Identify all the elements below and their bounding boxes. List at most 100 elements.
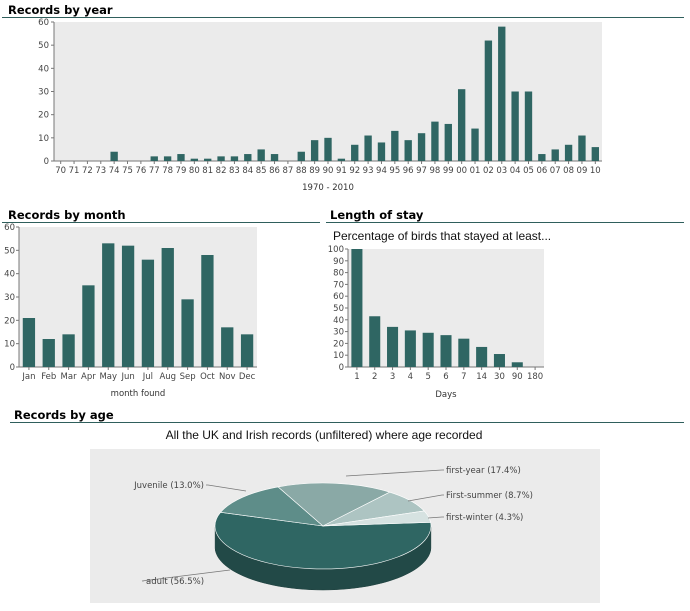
year-bar [204, 158, 212, 161]
year-x-tick-label: 06 [536, 166, 547, 176]
year-bar [431, 121, 439, 161]
stay-y-tick-label: 10 [333, 351, 344, 361]
year-x-tick-label: 93 [363, 166, 374, 176]
month-x-tick-label: Sep [180, 372, 196, 382]
year-y-tick-label: 40 [38, 64, 49, 74]
stay-x-tick-label: 5 [425, 372, 430, 382]
year-x-tick-label: 89 [309, 166, 320, 176]
pie-slice-label: first-year (17.4%) [446, 466, 521, 476]
year-x-tick-label: 83 [229, 166, 240, 176]
month-x-tick-label: Oct [200, 372, 215, 382]
year-bar [364, 135, 372, 161]
section-title-stay: Length of stay [330, 208, 424, 222]
year-x-tick-label: 09 [577, 166, 588, 176]
year-bar [484, 40, 493, 161]
month-y-tick-label: 50 [4, 246, 15, 256]
month-bar [201, 255, 214, 367]
age-chart-subtitle: All the UK and Irish records (unfiltered… [166, 428, 483, 442]
stay-bar [387, 326, 399, 367]
month-y-tick-label: 30 [4, 293, 15, 303]
pie-slice-label: Juvenile (13.0%) [133, 481, 204, 491]
year-bar [257, 149, 265, 161]
month-bar [42, 339, 55, 367]
year-x-tick-label: 91 [336, 166, 347, 176]
year-x-tick-label: 84 [242, 166, 253, 176]
year-bar [217, 156, 225, 161]
year-x-tick-label: 70 [55, 166, 66, 176]
year-bar [377, 142, 386, 161]
year-x-tick-label: 73 [95, 166, 106, 176]
stay-x-tick-label: 90 [512, 372, 523, 382]
year-x-tick-label: 97 [416, 166, 427, 176]
year-x-tick-label: 07 [550, 166, 561, 176]
month-bar [121, 245, 135, 367]
stay-bar [351, 249, 363, 367]
stay-y-tick-label: 30 [333, 328, 344, 338]
month-plot-area [19, 227, 257, 367]
pie-slice-label: First-summer (8.7%) [446, 491, 533, 501]
year-x-tick-label: 77 [149, 166, 160, 176]
pie-slice [214, 511, 432, 570]
stay-x-tick-label: 180 [527, 372, 543, 382]
stay-bar [440, 335, 452, 367]
month-x-tick-label: Feb [41, 372, 56, 382]
stay-y-tick-label: 0 [339, 363, 344, 373]
year-y-tick-label: 50 [38, 41, 49, 51]
month-bar [82, 285, 95, 367]
section-rule-month [2, 222, 320, 223]
stay-bar [458, 338, 470, 367]
month-y-tick-label: 20 [4, 316, 15, 326]
year-bar [524, 91, 533, 161]
year-x-tick-label: 75 [122, 166, 133, 176]
year-bar [511, 91, 519, 161]
year-bar [163, 156, 172, 161]
year-x-tick-label: 96 [403, 166, 414, 176]
month-x-tick-label: Apr [81, 372, 96, 382]
year-bar [351, 144, 359, 161]
year-x-tick-label: 71 [69, 166, 80, 176]
year-bar [457, 89, 466, 161]
month-x-tick-label: Nov [219, 372, 236, 382]
month-bar [240, 334, 254, 367]
pie-leader-line [141, 569, 231, 582]
stay-x-tick-label: 14 [476, 372, 487, 382]
month-x-tick-label: Jun [120, 372, 134, 382]
month-bar [62, 334, 75, 367]
year-x-tick-label: 98 [430, 166, 441, 176]
stay-bar [511, 362, 523, 367]
year-x-tick-label: 78 [162, 166, 173, 176]
month-x-tick-label: Jan [21, 372, 35, 382]
year-x-tick-label: 08 [563, 166, 574, 176]
stay-bar [422, 332, 434, 367]
month-x-axis-label: month found [111, 389, 166, 399]
stay-y-tick-label: 70 [333, 280, 344, 290]
month-y-tick-label: 10 [4, 340, 15, 350]
month-bar [181, 299, 194, 367]
pie-leader-line [345, 469, 444, 477]
stay-chart-subtitle: Percentage of birds that stayed at least… [333, 229, 551, 243]
stay-x-tick-label: 6 [443, 372, 448, 382]
stay-bar [404, 330, 416, 367]
month-bar [102, 243, 115, 367]
stay-bar [369, 316, 381, 367]
year-x-axis-label: 1970 - 2010 [302, 183, 354, 193]
stay-x-tick-label: 4 [408, 372, 413, 382]
year-bar [391, 130, 399, 161]
month-x-tick-label: Jul [142, 372, 153, 382]
stay-y-tick-label: 20 [333, 339, 344, 349]
section-title-age: Records by age [14, 408, 114, 422]
month-x-tick-label: Aug [159, 372, 176, 382]
stay-x-tick-label: 1 [354, 372, 359, 382]
pie-slice-label: adult (56.5%) [146, 577, 204, 587]
year-x-tick-label: 10 [590, 166, 601, 176]
year-bar [177, 154, 185, 161]
year-x-tick-label: 76 [135, 166, 146, 176]
month-bar [161, 248, 174, 367]
pie-leader-line [206, 484, 247, 492]
stay-bar [493, 354, 505, 367]
year-bar [444, 123, 452, 161]
stay-y-tick-label: 90 [333, 257, 344, 267]
year-x-tick-label: 87 [282, 166, 293, 176]
year-x-tick-label: 05 [523, 166, 534, 176]
